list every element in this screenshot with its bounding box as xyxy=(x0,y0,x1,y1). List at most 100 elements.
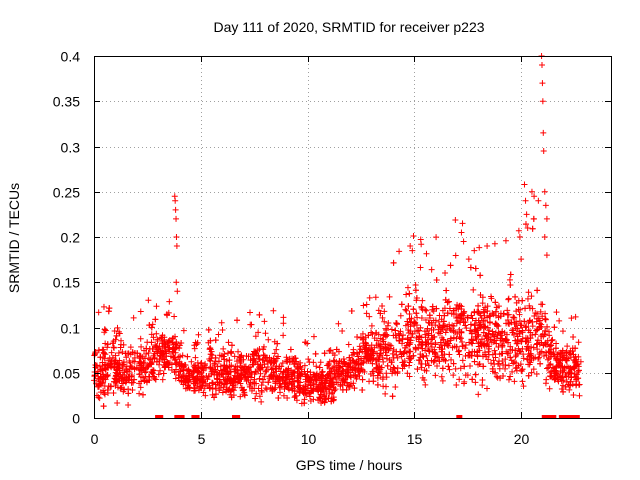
data-point xyxy=(432,350,439,357)
data-point xyxy=(280,320,287,327)
data-point xyxy=(474,353,481,360)
data-point xyxy=(453,343,460,350)
data-point xyxy=(380,374,387,381)
data-point xyxy=(572,373,579,380)
data-point xyxy=(100,354,107,361)
data-point xyxy=(493,373,500,380)
data-point xyxy=(173,234,180,240)
data-point xyxy=(510,314,517,321)
data-point xyxy=(505,311,512,318)
data-point xyxy=(461,363,468,370)
x-axis-label: GPS time / hours xyxy=(296,457,403,473)
data-point xyxy=(407,243,414,250)
data-point xyxy=(149,369,156,376)
data-point xyxy=(345,341,352,348)
data-point xyxy=(214,363,221,370)
data-point xyxy=(542,316,549,323)
data-point xyxy=(374,381,381,388)
data-point xyxy=(127,344,134,351)
data-point xyxy=(453,311,460,318)
data-point xyxy=(485,334,492,341)
data-point xyxy=(428,343,435,350)
data-point xyxy=(102,366,109,373)
data-point xyxy=(442,329,449,336)
data-point xyxy=(338,358,345,365)
data-point xyxy=(263,386,270,393)
zero-value-point xyxy=(573,415,580,418)
data-point xyxy=(540,352,547,359)
data-point xyxy=(131,376,138,383)
data-point xyxy=(415,357,422,364)
data-point xyxy=(248,387,255,394)
data-point xyxy=(105,383,112,390)
data-point xyxy=(507,373,514,380)
data-point xyxy=(524,224,531,231)
data-point xyxy=(429,335,436,342)
data-point xyxy=(271,350,278,357)
data-point xyxy=(479,300,486,307)
data-point xyxy=(195,368,202,375)
data-point xyxy=(404,336,411,343)
data-point xyxy=(537,360,544,367)
data-point xyxy=(104,344,111,351)
data-point xyxy=(345,361,352,368)
data-point xyxy=(308,387,315,394)
data-point xyxy=(321,383,328,390)
data-point xyxy=(575,367,582,374)
data-point xyxy=(162,347,169,354)
data-point xyxy=(381,318,388,325)
data-point xyxy=(216,371,223,378)
data-point xyxy=(513,352,520,359)
data-point xyxy=(274,340,281,347)
data-point xyxy=(111,327,118,334)
data-point xyxy=(462,342,469,349)
data-point xyxy=(422,381,429,388)
data-point xyxy=(410,306,417,313)
data-point xyxy=(495,314,502,321)
data-point xyxy=(457,302,464,309)
data-point xyxy=(140,365,147,372)
data-point xyxy=(172,345,179,352)
data-point xyxy=(523,323,530,330)
data-point xyxy=(459,357,466,364)
data-point xyxy=(137,359,144,366)
data-point xyxy=(155,371,162,378)
data-point xyxy=(406,290,413,297)
data-point xyxy=(493,340,500,347)
data-point xyxy=(423,307,430,314)
data-point xyxy=(476,244,483,251)
data-point xyxy=(218,352,225,359)
data-point xyxy=(480,363,487,370)
data-point xyxy=(450,322,457,329)
data-point xyxy=(279,359,286,366)
data-point xyxy=(137,335,144,342)
data-point xyxy=(475,391,482,398)
data-point xyxy=(544,356,551,363)
data-point xyxy=(484,385,491,392)
data-point xyxy=(543,376,550,383)
data-point xyxy=(104,341,111,348)
data-point xyxy=(375,307,382,314)
data-point xyxy=(419,345,426,352)
data-point xyxy=(500,362,507,369)
data-point xyxy=(519,335,526,342)
data-point xyxy=(258,364,265,371)
data-point xyxy=(339,327,346,334)
data-point xyxy=(409,247,416,254)
data-point xyxy=(216,387,223,394)
data-point xyxy=(461,308,468,315)
data-point xyxy=(101,326,108,333)
data-point xyxy=(316,395,323,402)
data-point xyxy=(390,347,397,354)
data-point xyxy=(538,348,545,355)
data-point xyxy=(177,368,184,375)
data-point xyxy=(471,247,478,254)
data-point xyxy=(204,376,211,383)
data-point xyxy=(173,359,180,366)
data-point xyxy=(289,355,296,362)
y-tick-label: 0.05 xyxy=(53,366,80,382)
data-point xyxy=(556,317,563,324)
data-point xyxy=(203,380,210,387)
axis-ticks: 0 0.05 0.1 0.15 0.2 0.25 0.3 0.35 0.4 0 5 10 15 20 xyxy=(53,49,611,447)
data-point xyxy=(485,343,492,350)
